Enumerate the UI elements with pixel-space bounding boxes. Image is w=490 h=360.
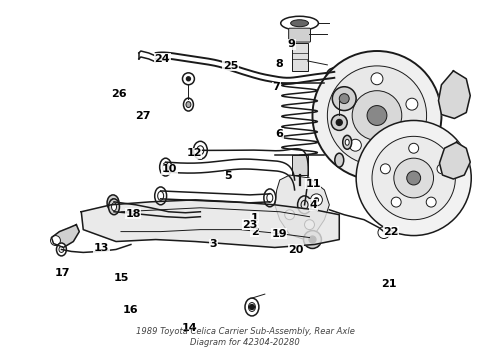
Circle shape: [315, 198, 318, 202]
Circle shape: [426, 197, 436, 207]
Text: 17: 17: [55, 268, 71, 278]
Circle shape: [407, 171, 420, 185]
Ellipse shape: [343, 135, 352, 149]
Circle shape: [339, 94, 349, 104]
Circle shape: [187, 77, 191, 81]
Circle shape: [367, 105, 387, 125]
Text: 12: 12: [186, 148, 202, 158]
Text: 1: 1: [251, 212, 259, 222]
Ellipse shape: [183, 98, 194, 111]
Ellipse shape: [335, 153, 343, 167]
Ellipse shape: [245, 298, 259, 316]
Circle shape: [378, 227, 390, 239]
Circle shape: [331, 114, 347, 130]
Ellipse shape: [110, 199, 116, 207]
Text: 6: 6: [275, 129, 283, 139]
Circle shape: [305, 220, 315, 230]
Circle shape: [409, 143, 418, 153]
Circle shape: [327, 66, 427, 165]
Circle shape: [349, 139, 361, 151]
Circle shape: [249, 305, 254, 310]
Circle shape: [336, 120, 342, 125]
Ellipse shape: [186, 102, 191, 108]
Text: 9: 9: [287, 39, 295, 49]
Text: 21: 21: [381, 279, 396, 289]
Text: 19: 19: [271, 229, 287, 239]
Circle shape: [372, 136, 455, 220]
Text: 13: 13: [94, 243, 109, 253]
Text: 22: 22: [383, 227, 399, 237]
Text: 15: 15: [113, 273, 129, 283]
Text: 25: 25: [223, 61, 238, 71]
Circle shape: [394, 158, 434, 198]
Text: 18: 18: [125, 209, 141, 219]
Circle shape: [380, 164, 391, 174]
Circle shape: [311, 194, 322, 206]
Circle shape: [406, 98, 418, 110]
Text: 26: 26: [111, 89, 126, 99]
Ellipse shape: [291, 20, 309, 27]
Text: 16: 16: [123, 305, 139, 315]
Text: 5: 5: [224, 171, 232, 181]
Text: 7: 7: [273, 82, 280, 92]
Text: 1989 Toyota Celica Carrier Sub-Assembly, Rear Axle
Diagram for 42304-20280: 1989 Toyota Celica Carrier Sub-Assembly,…: [136, 327, 354, 347]
Text: 23: 23: [242, 220, 258, 230]
Ellipse shape: [59, 247, 64, 252]
Text: 14: 14: [181, 323, 197, 333]
Ellipse shape: [109, 199, 120, 215]
Ellipse shape: [56, 243, 66, 256]
Circle shape: [391, 197, 401, 207]
Circle shape: [285, 210, 294, 220]
FancyBboxPatch shape: [289, 28, 311, 42]
Circle shape: [303, 231, 321, 248]
Circle shape: [332, 87, 356, 111]
Text: 10: 10: [162, 164, 177, 174]
Circle shape: [331, 73, 337, 79]
Text: 4: 4: [309, 200, 317, 210]
Circle shape: [326, 68, 342, 84]
FancyBboxPatch shape: [292, 43, 308, 71]
Circle shape: [392, 139, 405, 151]
Text: 24: 24: [154, 54, 170, 64]
Circle shape: [313, 51, 441, 180]
FancyBboxPatch shape: [292, 155, 308, 175]
Text: 11: 11: [305, 179, 321, 189]
Ellipse shape: [112, 203, 117, 211]
Circle shape: [371, 73, 383, 85]
Circle shape: [309, 236, 316, 243]
Circle shape: [356, 121, 471, 235]
Polygon shape: [51, 225, 79, 247]
Polygon shape: [440, 142, 470, 179]
Ellipse shape: [345, 139, 349, 145]
Polygon shape: [275, 175, 329, 239]
Text: 2: 2: [251, 227, 259, 237]
Circle shape: [437, 164, 447, 174]
Ellipse shape: [248, 302, 255, 311]
Polygon shape: [439, 71, 470, 118]
Text: 8: 8: [275, 59, 283, 69]
Circle shape: [50, 235, 60, 246]
Circle shape: [182, 73, 195, 85]
Ellipse shape: [107, 195, 119, 211]
Text: 27: 27: [135, 111, 150, 121]
Circle shape: [352, 91, 402, 140]
Polygon shape: [81, 200, 339, 247]
Circle shape: [336, 98, 348, 110]
Text: 3: 3: [210, 239, 217, 249]
Text: 20: 20: [289, 245, 304, 255]
